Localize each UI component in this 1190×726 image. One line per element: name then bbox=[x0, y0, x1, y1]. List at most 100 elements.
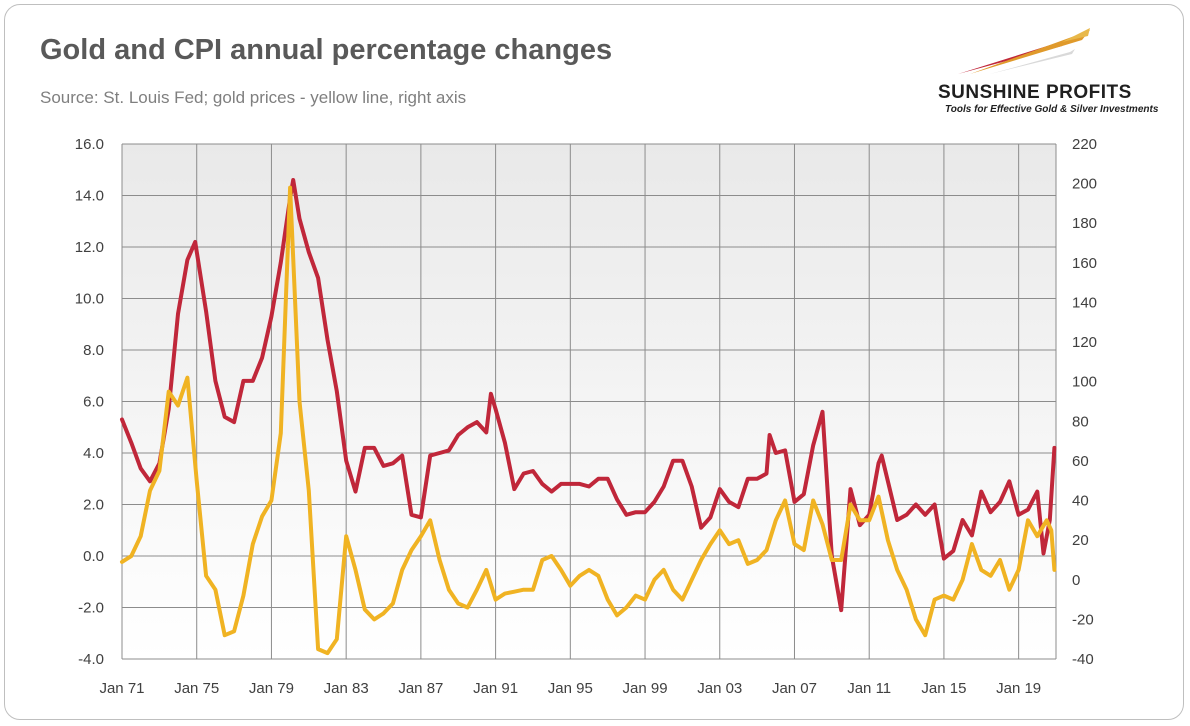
gold-data-point bbox=[998, 558, 1002, 562]
gold-data-point bbox=[223, 633, 227, 637]
cpi-data-point bbox=[858, 523, 862, 527]
gold-data-point bbox=[652, 578, 657, 582]
cpi-data-point bbox=[662, 484, 666, 489]
cpi-data-point bbox=[335, 389, 339, 393]
gold-data-point bbox=[260, 514, 264, 519]
gold-data-point bbox=[727, 542, 731, 546]
gold-data-point bbox=[596, 574, 600, 578]
cpi-data-point bbox=[363, 446, 367, 450]
gold-data-point bbox=[624, 605, 629, 610]
gold-data-point bbox=[690, 578, 694, 582]
x-tick-label: Jan 99 bbox=[623, 680, 668, 697]
cpi-data-point bbox=[979, 490, 983, 494]
chart-title: Gold and CPI annual percentage changes bbox=[40, 34, 613, 66]
cpi-data-point bbox=[1017, 513, 1021, 517]
cpi-data-point bbox=[820, 410, 825, 414]
gold-data-point bbox=[634, 594, 638, 598]
gold-data-point bbox=[933, 598, 937, 602]
cpi-data-point bbox=[736, 505, 741, 509]
gold-data-point bbox=[241, 594, 245, 598]
gold-data-point bbox=[391, 601, 395, 606]
gold-data-point bbox=[167, 390, 171, 394]
cpi-data-point bbox=[307, 250, 311, 254]
cpi-data-point bbox=[540, 482, 544, 486]
cpi-data-point bbox=[297, 217, 302, 221]
gold-data-point bbox=[288, 186, 292, 190]
cpi-data-point bbox=[139, 466, 143, 470]
cpi-data-point bbox=[699, 526, 703, 530]
cpi-data-point bbox=[120, 417, 124, 422]
gold-data-point bbox=[1049, 528, 1053, 532]
left-tick-label: 12.0 bbox=[75, 239, 104, 256]
gold-series-line bbox=[120, 185, 1057, 656]
gold-data-point bbox=[353, 568, 358, 572]
right-tick-label: 60 bbox=[1072, 453, 1089, 470]
gold-data-point bbox=[494, 598, 498, 602]
sunshine-profits-logo-icon bbox=[958, 28, 1090, 74]
cpi-data-point bbox=[512, 487, 516, 491]
cpi-data-point bbox=[578, 482, 582, 486]
cpi-data-point bbox=[176, 312, 180, 316]
gold-data-point bbox=[213, 588, 217, 592]
gold-data-point bbox=[699, 558, 703, 562]
left-tick-label: 14.0 bbox=[75, 188, 104, 205]
cpi-data-point bbox=[381, 464, 386, 468]
x-tick-label: Jan 71 bbox=[99, 680, 144, 697]
gold-data-point bbox=[409, 548, 414, 552]
right-tick-label: 160 bbox=[1072, 255, 1097, 272]
gold-data-point bbox=[746, 562, 750, 566]
cpi-data-point bbox=[559, 482, 563, 486]
gold-data-point bbox=[942, 594, 946, 598]
cpi-data-point bbox=[774, 451, 778, 455]
right-tick-label: 180 bbox=[1072, 215, 1097, 232]
cpi-data-point bbox=[484, 430, 488, 434]
cpi-data-point bbox=[746, 477, 750, 481]
cpi-data-point bbox=[550, 490, 554, 494]
gold-data-point bbox=[512, 590, 516, 594]
cpi-data-point bbox=[185, 258, 189, 262]
gold-data-point bbox=[466, 605, 470, 610]
x-tick-label: Jan 07 bbox=[772, 680, 817, 697]
gold-data-point bbox=[279, 431, 283, 435]
cpi-data-point bbox=[223, 415, 227, 419]
cpi-data-point bbox=[880, 454, 884, 458]
gold-data-point bbox=[204, 574, 208, 578]
left-tick-label: 10.0 bbox=[75, 291, 104, 308]
gold-data-point bbox=[802, 548, 806, 552]
gold-data-point bbox=[1026, 518, 1030, 522]
gold-data-point bbox=[923, 633, 927, 637]
right-tick-label: 80 bbox=[1072, 413, 1089, 430]
gold-data-point bbox=[820, 522, 825, 526]
cpi-data-point bbox=[428, 454, 432, 458]
x-tick-label: Jan 83 bbox=[324, 680, 369, 697]
cpi-data-point bbox=[193, 240, 197, 244]
cpi-data-point bbox=[951, 549, 955, 553]
cpi-data-point bbox=[489, 392, 493, 396]
gold-data-point bbox=[195, 479, 199, 483]
cpi-data-point bbox=[764, 472, 769, 476]
gold-data-point bbox=[858, 518, 862, 522]
chart-subtitle: Source: St. Louis Fed; gold prices - yel… bbox=[40, 88, 467, 107]
left-tick-label: 0.0 bbox=[83, 548, 104, 565]
gold-data-point bbox=[381, 611, 386, 616]
logo-tagline: Tools for Effective Gold & Silver Invest… bbox=[945, 104, 1159, 115]
cpi-data-point bbox=[1007, 479, 1011, 483]
cpi-data-point bbox=[475, 420, 479, 424]
gold-data-point bbox=[139, 534, 143, 538]
cpi-data-point bbox=[596, 477, 600, 481]
cpi-data-point bbox=[447, 448, 451, 452]
gold-data-point bbox=[297, 399, 302, 404]
left-tick-label: -4.0 bbox=[78, 651, 104, 668]
gold-data-point bbox=[671, 588, 675, 592]
cpi-data-point bbox=[213, 379, 217, 383]
cpi-data-point bbox=[998, 500, 1002, 504]
cpi-data-point bbox=[783, 448, 787, 452]
cpi-data-point bbox=[260, 356, 264, 360]
cpi-data-point bbox=[568, 482, 572, 486]
gold-data-point bbox=[774, 518, 778, 522]
gold-data-point bbox=[531, 588, 535, 592]
cpi-data-point bbox=[353, 490, 358, 494]
gold-data-point bbox=[428, 518, 432, 522]
gold-data-point bbox=[1007, 588, 1011, 592]
cpi-data-point bbox=[372, 446, 376, 450]
